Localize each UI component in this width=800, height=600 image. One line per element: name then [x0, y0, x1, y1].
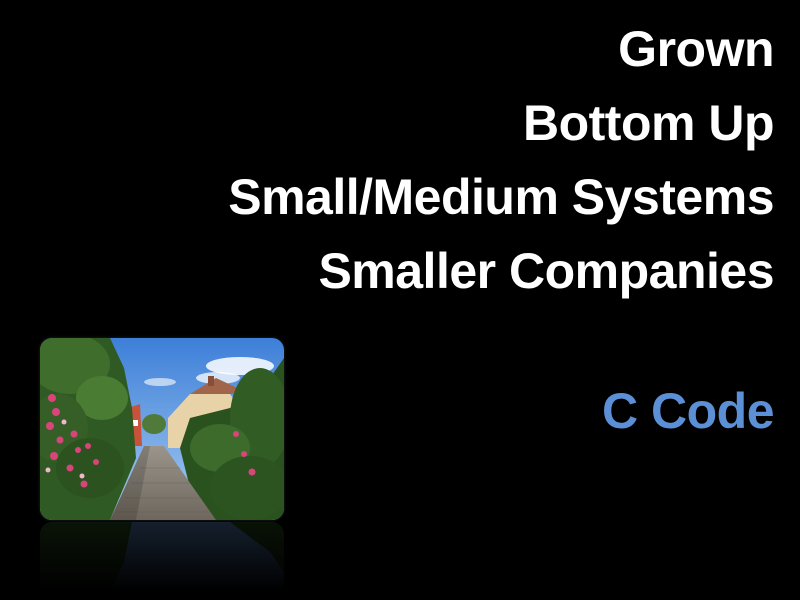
spacer	[228, 308, 774, 374]
photo-reflection	[40, 522, 284, 592]
village-lane-photo	[40, 338, 284, 520]
line-grown: Grown	[618, 21, 774, 77]
line-bottom-up: Bottom Up	[523, 95, 774, 151]
line-smaller-companies: Smaller Companies	[318, 243, 774, 299]
line-c-code: C Code	[602, 383, 774, 439]
slide-text-block: Grown Bottom Up Small/Medium Systems Sma…	[228, 12, 774, 448]
line-small-medium-systems: Small/Medium Systems	[228, 169, 774, 225]
